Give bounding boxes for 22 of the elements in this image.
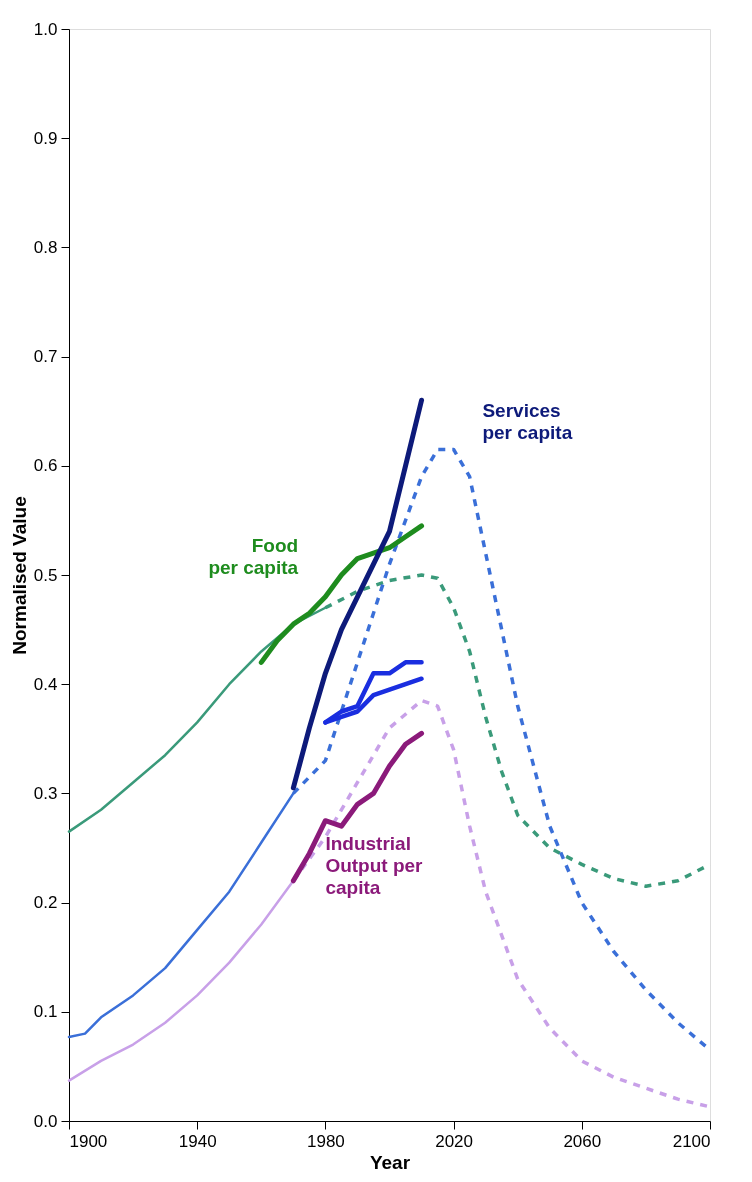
y-tick-label: 0.6: [33, 456, 58, 476]
y-tick-label: 0.4: [33, 674, 58, 694]
text: Services per capita: [482, 400, 573, 444]
x-axis-title: Year: [369, 1151, 411, 1173]
y-tick-label: 0.1: [33, 1002, 58, 1022]
y-tick-label: 0.8: [33, 237, 58, 257]
y-tick-label: 0.9: [33, 128, 58, 148]
x-tick-label: 2020: [435, 1131, 474, 1151]
series-label: Industrial Output per capita: [325, 832, 424, 898]
y-tick-label: 0.7: [33, 347, 58, 367]
y-axis-title: Normalised Value: [8, 496, 30, 655]
x-tick-label: 1900: [69, 1131, 108, 1151]
series-label: Food per capita: [208, 534, 299, 578]
x-tick-label: 1940: [178, 1131, 217, 1151]
y-tick-label: 0.2: [33, 893, 58, 913]
y-tick-label: 0.0: [33, 1111, 58, 1131]
y-tick-label: 1.0: [33, 19, 58, 39]
x-tick-label: 2100: [672, 1131, 711, 1151]
x-tick-label: 2060: [563, 1131, 602, 1151]
y-tick-label: 0.3: [33, 783, 58, 803]
x-tick-label: 1980: [306, 1131, 345, 1151]
y-tick-label: 0.5: [33, 565, 58, 585]
